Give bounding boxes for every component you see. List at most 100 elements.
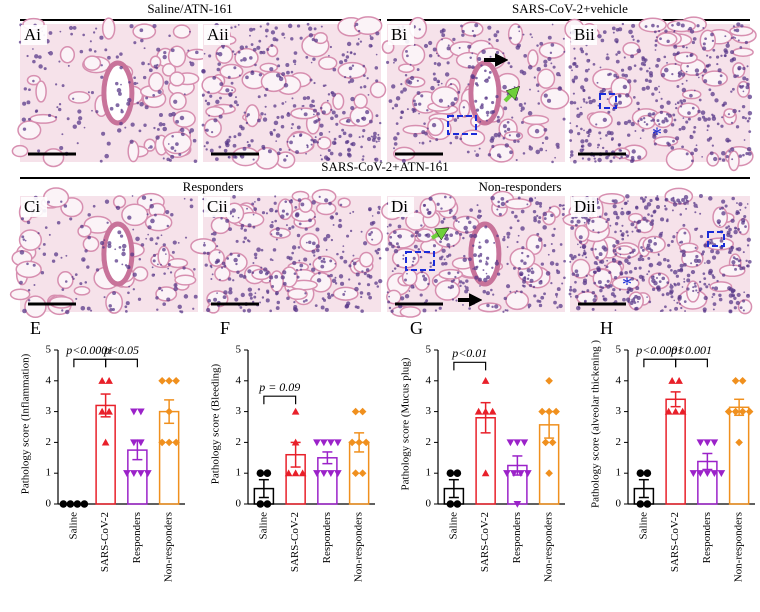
nucleus <box>309 78 313 82</box>
nucleus <box>274 26 278 30</box>
nucleus <box>422 277 428 282</box>
nucleus <box>393 248 399 254</box>
nucleus <box>645 123 649 126</box>
nucleus <box>210 232 214 236</box>
nucleus <box>597 143 600 147</box>
bar <box>317 457 338 505</box>
nucleus <box>654 43 658 47</box>
nucleus <box>122 243 127 249</box>
nucleus <box>674 103 677 106</box>
nucleus <box>144 105 149 110</box>
nucleus <box>503 296 507 301</box>
nucleus <box>644 25 648 28</box>
nucleus <box>695 263 699 267</box>
point <box>671 407 680 415</box>
nucleus <box>92 31 96 34</box>
nucleus <box>228 290 233 295</box>
nucleus <box>496 119 501 123</box>
nucleus <box>331 278 337 284</box>
nucleus <box>670 123 675 127</box>
nucleus <box>326 99 329 102</box>
nucleus <box>606 217 610 222</box>
nucleus <box>699 280 702 284</box>
nucleus <box>690 262 693 265</box>
nucleus <box>297 246 301 249</box>
nucleus <box>263 93 267 97</box>
nucleus <box>47 51 50 54</box>
nucleus <box>697 291 699 294</box>
nucleus <box>365 268 370 272</box>
nucleus <box>104 153 109 159</box>
nucleus <box>269 223 274 229</box>
nucleus <box>672 139 675 143</box>
nucleus <box>690 269 696 275</box>
alveolus <box>121 203 149 227</box>
nucleus <box>449 141 453 145</box>
point <box>453 500 462 508</box>
x-tick-label: Responders <box>701 512 713 563</box>
nucleus <box>218 114 223 119</box>
alveolus <box>203 118 222 138</box>
nucleus <box>464 114 467 117</box>
nucleus <box>281 209 285 213</box>
nucleus <box>269 309 272 313</box>
nucleus <box>463 254 466 258</box>
nucleus <box>517 234 520 237</box>
nucleus <box>636 39 640 43</box>
nucleus <box>447 271 451 275</box>
nucleus <box>72 26 77 30</box>
nucleus <box>349 229 353 233</box>
nucleus <box>530 270 535 275</box>
nucleus <box>718 297 723 302</box>
nucleus <box>658 233 663 238</box>
nucleus <box>454 275 457 279</box>
nucleus <box>292 59 297 64</box>
nucleus <box>657 261 662 266</box>
nucleus <box>575 305 581 311</box>
nucleus <box>551 249 556 253</box>
nucleus <box>175 119 180 124</box>
nucleus <box>670 146 675 150</box>
nucleus <box>474 23 479 28</box>
nucleus <box>140 38 144 43</box>
point <box>98 407 106 415</box>
nucleus <box>527 111 533 116</box>
nucleus <box>347 153 352 158</box>
nucleus <box>459 284 462 288</box>
nucleus <box>679 73 681 75</box>
nucleus <box>639 118 643 121</box>
nucleus <box>728 247 734 253</box>
nucleus <box>598 215 602 218</box>
nucleus <box>231 89 234 92</box>
nucleus <box>664 117 668 121</box>
nucleus <box>652 134 657 139</box>
nucleus <box>285 212 289 216</box>
nucleus <box>313 27 317 31</box>
nucleus <box>710 241 714 245</box>
nucleus <box>733 226 737 230</box>
nucleus <box>703 309 707 313</box>
nucleus <box>349 75 352 78</box>
nucleus <box>626 133 631 137</box>
alveolus <box>214 265 231 282</box>
nucleus <box>729 234 733 238</box>
nucleus <box>581 290 584 293</box>
nucleus <box>156 236 160 240</box>
nucleus <box>592 62 596 66</box>
nucleus <box>92 204 96 208</box>
point <box>59 500 68 508</box>
nucleus <box>677 74 682 78</box>
nucleus <box>228 135 232 139</box>
nucleus <box>646 202 652 207</box>
nucleus <box>573 101 577 105</box>
nucleus <box>179 127 185 133</box>
nucleus <box>629 287 634 292</box>
nucleus <box>322 84 326 87</box>
nucleus <box>670 295 674 299</box>
arrow-head <box>434 227 450 241</box>
nucleus <box>338 134 342 139</box>
nucleus <box>128 285 131 288</box>
nucleus <box>207 298 212 303</box>
nucleus <box>273 128 276 132</box>
